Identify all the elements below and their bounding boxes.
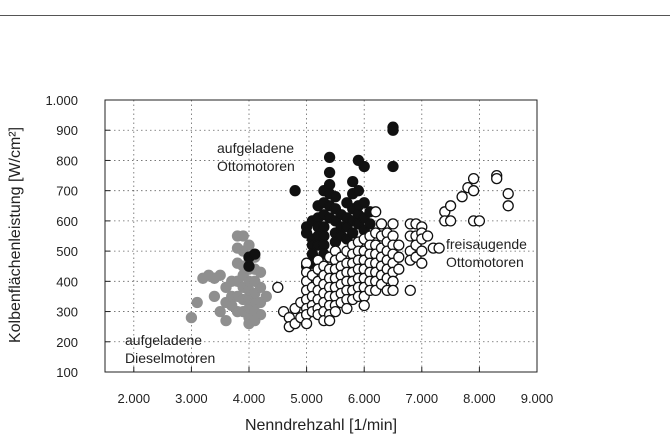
tick-labels: 2.000 3.000 4.000 5.000 6.000 7.000 8.000 9.000…	[45, 93, 553, 406]
plot-frame	[104, 99, 538, 373]
data-point	[467, 172, 480, 185]
data-point	[323, 151, 336, 164]
data-point	[243, 260, 255, 272]
data-point	[444, 215, 457, 227]
x-tick-label: 2.000	[118, 391, 151, 406]
data-point	[358, 160, 370, 173]
series-1	[185, 230, 272, 330]
data-point	[358, 299, 370, 312]
data-point	[467, 185, 480, 197]
data-point	[433, 242, 445, 254]
data-point	[456, 191, 468, 203]
annotation-line: Ottomotoren	[446, 254, 524, 270]
annotation-line: aufgeladene	[125, 332, 202, 348]
x-tick-label: 4.000	[233, 391, 266, 406]
data-point	[364, 218, 376, 230]
data-point	[387, 284, 399, 297]
data-point	[185, 311, 198, 324]
y-tick-label: 500	[56, 244, 78, 259]
data-point	[393, 239, 405, 251]
data-point	[416, 257, 428, 269]
data-point	[393, 251, 405, 263]
data-point	[254, 281, 267, 294]
data-point	[352, 185, 365, 197]
data-points	[185, 121, 514, 333]
data-point	[220, 314, 232, 327]
annotation-line: Ottomotoren	[217, 158, 295, 174]
annotation-line: aufgeladene	[217, 140, 294, 156]
data-point	[191, 296, 203, 309]
data-point	[329, 305, 342, 318]
data-point	[375, 218, 388, 230]
data-point	[416, 245, 428, 257]
x-tick-label: 5.000	[290, 391, 323, 406]
x-tick-label: 9.000	[521, 391, 554, 406]
y-tick-label: 900	[56, 123, 78, 138]
data-point	[502, 200, 514, 212]
data-point	[243, 239, 255, 251]
y-tick-label: 200	[56, 335, 78, 350]
data-point	[387, 218, 399, 230]
data-point	[421, 230, 434, 242]
data-point	[347, 175, 359, 188]
data-point	[387, 160, 399, 173]
data-point	[300, 317, 313, 330]
data-point	[404, 284, 416, 297]
data-point	[289, 185, 301, 197]
data-point	[358, 197, 370, 209]
data-point	[323, 166, 336, 179]
x-tick-label: 3.000	[175, 391, 208, 406]
annotation-turbo-diesel: aufgeladene Dieselmotoren	[125, 332, 215, 366]
annotation-turbo-petrol: aufgeladene Ottomotoren	[217, 140, 295, 174]
data-point	[208, 290, 221, 303]
data-point	[272, 281, 284, 294]
data-point	[329, 191, 342, 203]
y-axis-title: Kolbenflächenleistung [W/cm²]	[7, 127, 24, 343]
y-tick-label: 300	[56, 305, 78, 320]
data-point	[502, 188, 514, 200]
x-tick-label: 7.000	[406, 391, 439, 406]
y-tick-label: 600	[56, 214, 78, 229]
data-point	[491, 172, 503, 185]
y-tick-label: 100	[56, 365, 78, 380]
data-point	[473, 215, 486, 227]
annotation-na-petrol: freisaugende Ottomotoren	[446, 236, 527, 270]
data-point	[393, 263, 405, 275]
y-tick-label: 800	[56, 153, 78, 168]
x-axis-title: Nenndrehzahl [1/min]	[245, 417, 397, 434]
annotation-line: freisaugende	[446, 236, 527, 252]
data-point	[214, 269, 226, 281]
data-point	[370, 206, 382, 218]
data-point	[254, 308, 267, 321]
x-tick-label: 6.000	[348, 391, 381, 406]
data-point	[249, 248, 261, 260]
data-point	[214, 305, 226, 318]
annotation-line: Dieselmotoren	[125, 350, 215, 366]
top-rule	[0, 15, 670, 16]
data-point	[237, 230, 249, 242]
y-tick-label: 1.000	[45, 93, 78, 108]
data-point	[323, 314, 336, 327]
annotations: aufgeladene Ottomotoren freisaugende Ottomo…	[125, 140, 527, 366]
y-tick-label: 700	[56, 184, 78, 199]
x-tick-label: 8.000	[463, 391, 496, 406]
y-tick-label: 400	[56, 274, 78, 289]
data-point	[260, 290, 272, 303]
data-point	[347, 227, 359, 239]
data-point	[341, 302, 353, 315]
data-point	[254, 266, 267, 278]
data-point	[444, 200, 457, 212]
series-3	[272, 169, 514, 333]
data-point	[387, 124, 399, 136]
